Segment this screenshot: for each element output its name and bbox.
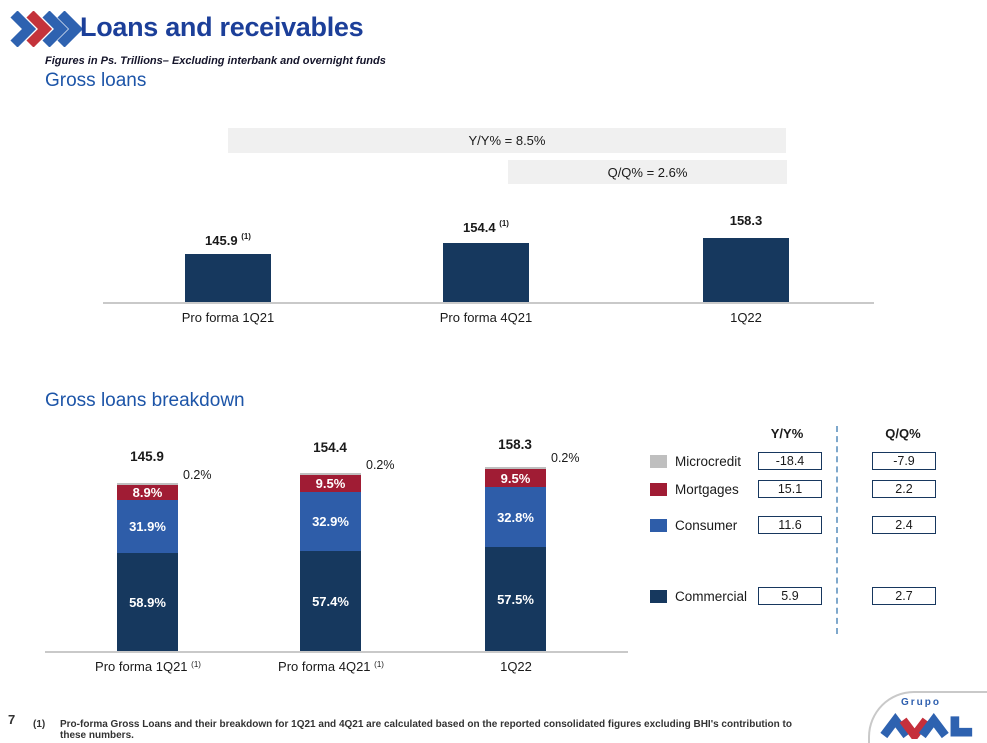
segment-microcredit (117, 483, 178, 485)
gross-loans-heading: Gross loans (45, 70, 147, 91)
yoy-band-label: Y/Y% = 8.5% (468, 133, 546, 148)
segment-commercial: 57.5% (485, 547, 546, 651)
chart1-xlabel: Pro forma 4Q21 (439, 310, 533, 325)
chart2-xlabel: Pro forma 4Q21 (1) (278, 659, 384, 674)
gross-loans-bar-1q21 (185, 254, 271, 302)
chart1-xlabel: Pro forma 1Q21 (181, 310, 275, 325)
qoq-value-box: 2.2 (872, 480, 936, 498)
legend-yoy-header: Y/Y% (770, 426, 804, 441)
microcredit-callout: 0.2% (366, 458, 395, 472)
gross-loans-bar-1q22 (703, 238, 789, 302)
page-title: Loans and receivables (80, 12, 364, 42)
segment-commercial: 57.4% (300, 551, 361, 651)
legend-row-consumer: Consumer 11.6 2.4 (648, 516, 940, 536)
legend-row-commercial: Commercial 5.9 2.7 (648, 587, 940, 607)
stack-total: 158.3 (498, 437, 532, 452)
chart2-xlabel: Pro forma 1Q21 (1) (95, 659, 201, 674)
page-number: 7 (8, 712, 16, 727)
legend-qoq-header: Q/Q% (885, 426, 921, 441)
chart2-axis (45, 651, 628, 653)
stack-total: 145.9 (130, 449, 164, 464)
segment-consumer: 32.9% (300, 492, 361, 551)
qoq-band-label: Q/Q% = 2.6% (607, 164, 688, 180)
yoy-value-box: 15.1 (758, 480, 822, 498)
logo-grupo-text: Grupo (901, 697, 941, 708)
footnote-text: Pro-forma Gross Loans and their breakdow… (60, 719, 792, 741)
qoq-value-box: 2.4 (872, 516, 936, 534)
qoq-band: Q/Q% = 2.6% (508, 160, 787, 184)
legend-row-mortgages: Mortgages 15.1 2.2 (648, 480, 940, 500)
segment-consumer: 32.8% (485, 487, 546, 547)
segment-consumer: 31.9% (117, 500, 178, 553)
segment-mortgages: 9.5% (485, 469, 546, 487)
page-subtitle: Figures in Ps. Trillions– Excluding inte… (45, 55, 386, 67)
qoq-value-box: -7.9 (872, 452, 936, 470)
bar-value-label: 154.4 (1) (463, 219, 509, 235)
legend-divider (836, 426, 838, 634)
footnote-marker: (1) (33, 719, 46, 730)
qoq-value-box: 2.7 (872, 587, 936, 605)
grupo-aval-logo-icon (880, 712, 973, 739)
gross-loans-bar-4q21 (443, 243, 529, 302)
yoy-value-box: 11.6 (758, 516, 822, 534)
yoy-band: Y/Y% = 8.5% (228, 128, 786, 153)
yoy-value-box: 5.9 (758, 587, 822, 605)
segment-commercial: 58.9% (117, 553, 178, 651)
microcredit-swatch-icon (650, 455, 667, 468)
chart1-xlabel: 1Q22 (730, 310, 762, 325)
segment-microcredit (300, 473, 361, 475)
yoy-value-box: -18.4 (758, 452, 822, 470)
chart1-axis (103, 302, 874, 304)
legend-row-microcredit: Microcredit -18.4 -7.9 (648, 452, 940, 472)
microcredit-callout: 0.2% (551, 451, 580, 465)
consumer-swatch-icon (650, 519, 667, 532)
bar-value-label: 158.3 (729, 213, 763, 228)
segment-mortgages: 8.9% (117, 485, 178, 500)
breakdown-heading: Gross loans breakdown (45, 390, 245, 411)
segment-mortgages: 9.5% (300, 475, 361, 492)
commercial-swatch-icon (650, 590, 667, 603)
segment-microcredit (485, 467, 546, 469)
stack-total: 154.4 (313, 440, 347, 455)
chart2-xlabel: 1Q22 (500, 659, 532, 674)
mortgages-swatch-icon (650, 483, 667, 496)
microcredit-callout: 0.2% (183, 468, 212, 482)
bar-value-label: 145.9 (1) (205, 232, 251, 248)
header-chevrons-icon (10, 11, 84, 47)
